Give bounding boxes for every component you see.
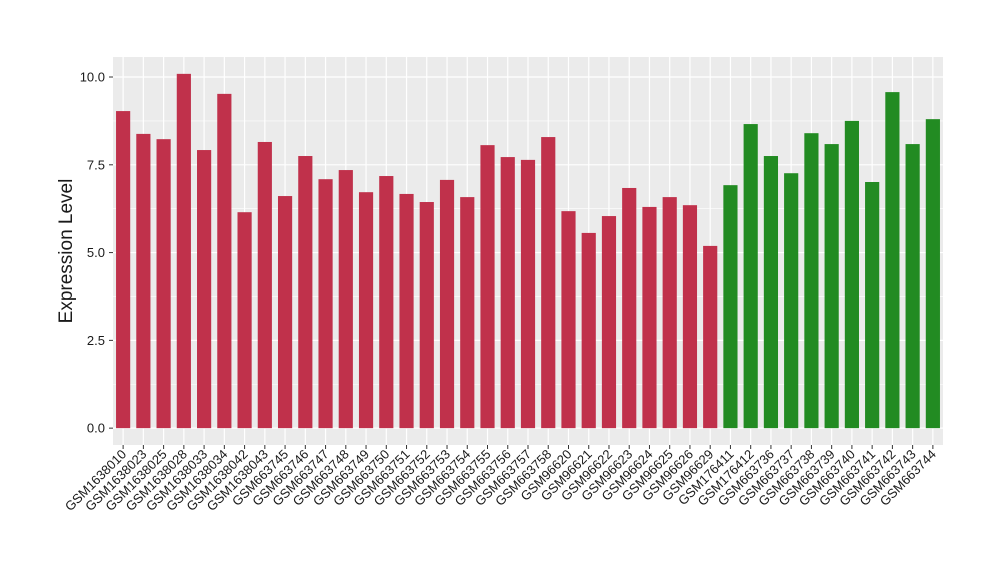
bar (277, 196, 293, 429)
bar (763, 156, 779, 429)
bar (237, 212, 252, 429)
bar (480, 145, 495, 429)
bar (885, 92, 900, 429)
bar (601, 216, 617, 429)
bar (217, 93, 232, 429)
bar (460, 197, 475, 429)
bar (844, 120, 859, 429)
bar (338, 170, 353, 429)
bar (703, 245, 718, 429)
bar (561, 211, 576, 429)
bar (419, 202, 434, 429)
y-tick-label: 2.5 (87, 333, 105, 348)
y-tick-label: 10.0 (80, 70, 105, 85)
y-tick-label: 7.5 (87, 157, 105, 172)
bar (500, 157, 515, 429)
bar (358, 192, 374, 429)
bar (662, 197, 677, 429)
bar (581, 232, 596, 429)
bar (257, 141, 272, 429)
bar (743, 124, 758, 429)
bar (723, 185, 738, 429)
y-tick-label: 5.0 (87, 245, 105, 260)
bar (804, 133, 819, 429)
bar (642, 206, 657, 429)
bar (298, 156, 313, 429)
bar (541, 137, 556, 429)
bar (865, 182, 880, 429)
bar (379, 176, 394, 429)
bar (399, 193, 414, 429)
bar (116, 111, 131, 429)
bar (439, 179, 455, 429)
y-tick-label: 0.0 (87, 421, 105, 436)
bar (824, 144, 839, 429)
bar (318, 179, 333, 429)
bar (176, 73, 191, 429)
bar (622, 187, 637, 429)
bar (682, 205, 698, 429)
bar (136, 133, 151, 429)
bar (156, 139, 171, 429)
bar (520, 159, 536, 429)
bar (925, 119, 940, 429)
bar (197, 150, 212, 429)
bar (784, 173, 799, 429)
bar (905, 144, 920, 429)
y-axis-title: Expression Level (56, 179, 77, 324)
